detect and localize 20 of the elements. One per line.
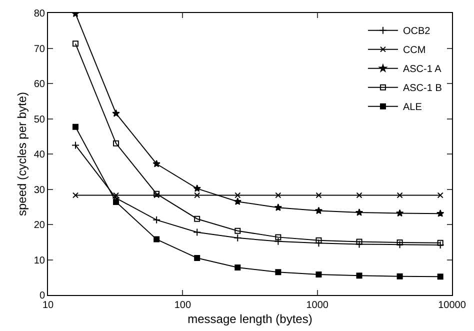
x-tick-label: 10 xyxy=(42,300,54,311)
legend-label: OCB2 xyxy=(402,26,431,38)
legend-label: CCM xyxy=(402,45,426,56)
x-tick-label: 100 xyxy=(174,300,192,311)
x-axis-title: message length (bytes) xyxy=(188,312,312,326)
y-tick-label: 80 xyxy=(34,8,46,20)
y-tick-label: 50 xyxy=(34,114,46,126)
y-axis-title: speed (cycles per byte) xyxy=(15,92,30,216)
x-tick-label: 1000 xyxy=(306,300,329,311)
legend-label: ASC-1 B xyxy=(402,83,442,94)
y-tick-label: 40 xyxy=(34,150,46,160)
y-tick-label: 30 xyxy=(34,184,46,196)
legend-label: ALE xyxy=(402,102,422,114)
y-tick-label: 70 xyxy=(34,44,46,55)
y-tick-label: 60 xyxy=(34,79,46,90)
x-tick-label: 10000 xyxy=(438,300,466,311)
y-tick-label: 10 xyxy=(34,255,46,266)
y-tick-label: 0 xyxy=(39,290,46,302)
y-tick-label: 20 xyxy=(34,220,46,231)
legend-label: ASC-1 A xyxy=(402,64,442,76)
